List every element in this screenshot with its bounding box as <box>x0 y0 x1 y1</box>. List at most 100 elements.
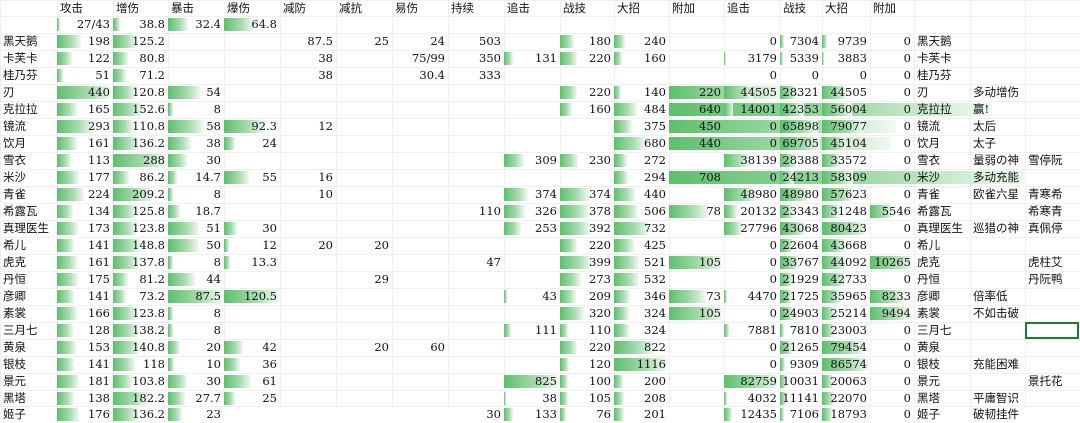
table-cell[interactable]: 136.2 <box>113 406 168 423</box>
table-cell[interactable]: 209.2 <box>113 186 168 203</box>
table-cell[interactable]: 景托花 <box>1025 373 1080 390</box>
table-cell[interactable]: 71.2 <box>113 67 168 84</box>
table-cell[interactable]: 42353 <box>780 101 822 118</box>
table-cell[interactable]: 黑天鹅 <box>914 33 970 50</box>
table-cell[interactable]: 0 <box>870 339 914 356</box>
table-cell[interactable]: 293 <box>57 118 113 135</box>
table-cell[interactable]: 0 <box>724 135 780 152</box>
table-cell[interactable]: 160 <box>560 101 614 118</box>
table-cell[interactable]: 0 <box>870 220 914 237</box>
table-cell[interactable]: 25 <box>336 33 392 50</box>
table-cell[interactable]: 47 <box>448 254 504 271</box>
table-cell[interactable]: 152.6 <box>113 101 168 118</box>
table-cell[interactable]: 0 <box>870 118 914 135</box>
header-cell[interactable]: 攻击 <box>57 0 113 17</box>
row-name-cell[interactable]: 黑天鹅 <box>0 33 57 50</box>
table-cell[interactable]: 73.2 <box>113 288 168 305</box>
table-cell[interactable]: 220 <box>560 237 614 254</box>
table-cell[interactable]: 12435 <box>724 406 780 423</box>
table-cell[interactable]: 0 <box>724 305 780 322</box>
table-cell[interactable]: 220 <box>560 339 614 356</box>
table-cell[interactable]: 133 <box>504 406 560 423</box>
table-cell[interactable]: 11141 <box>780 390 822 407</box>
header-cell[interactable]: 附加 <box>870 0 914 17</box>
table-cell[interactable]: 0 <box>870 101 914 118</box>
table-cell[interactable]: 44505 <box>822 84 870 101</box>
table-cell[interactable]: 680 <box>614 135 669 152</box>
row-name-cell[interactable]: 克拉拉 <box>0 101 57 118</box>
table-cell[interactable]: 45104 <box>822 135 870 152</box>
row-name-cell[interactable]: 黑塔 <box>0 390 57 407</box>
table-cell[interactable]: 825 <box>504 373 560 390</box>
table-cell[interactable]: 赢! <box>970 101 1025 118</box>
table-cell[interactable]: 182.2 <box>113 390 168 407</box>
table-cell[interactable]: 82759 <box>724 373 780 390</box>
table-cell[interactable]: 30.4 <box>392 67 448 84</box>
table-cell[interactable]: 148.8 <box>113 237 168 254</box>
table-cell[interactable]: 0 <box>870 169 914 186</box>
table-cell[interactable]: 180 <box>560 33 614 50</box>
table-cell[interactable]: 1116 <box>614 356 669 373</box>
table-cell[interactable]: 78 <box>669 203 724 220</box>
header-cell[interactable]: 减抗 <box>336 0 392 17</box>
table-cell[interactable]: 黄泉 <box>914 339 970 356</box>
table-cell[interactable]: 0 <box>870 271 914 288</box>
table-cell[interactable]: 138 <box>57 390 113 407</box>
table-cell[interactable]: 141 <box>57 356 113 373</box>
table-cell[interactable]: 57623 <box>822 186 870 203</box>
table-cell[interactable]: 532 <box>614 271 669 288</box>
table-cell[interactable]: 破韧挂件 <box>970 406 1025 423</box>
table-cell[interactable]: 110 <box>448 203 504 220</box>
table-cell[interactable]: 374 <box>504 186 560 203</box>
table-cell[interactable]: 充能困难 <box>970 356 1025 373</box>
table-cell[interactable]: 640 <box>669 101 992 118</box>
table-cell[interactable]: 22070 <box>822 390 870 407</box>
table-cell[interactable]: 56004 <box>822 101 870 118</box>
table-cell[interactable]: 113 <box>57 152 113 169</box>
table-cell[interactable]: 81.2 <box>113 271 168 288</box>
table-cell[interactable]: 240 <box>614 33 669 50</box>
table-cell[interactable]: 392 <box>560 220 614 237</box>
table-cell[interactable]: 景元 <box>914 373 970 390</box>
table-cell[interactable]: 雪衣 <box>914 152 970 169</box>
header-cell[interactable]: 大招 <box>822 0 870 17</box>
table-cell[interactable]: 80423 <box>822 220 870 237</box>
row-name-cell[interactable]: 景元 <box>0 373 57 390</box>
table-cell[interactable]: 23 <box>168 406 224 423</box>
table-cell[interactable]: 7304 <box>780 33 822 50</box>
table-cell[interactable]: 黑塔 <box>914 390 970 407</box>
table-cell[interactable]: 65898 <box>780 118 822 135</box>
row-name-cell[interactable]: 卡芙卡 <box>0 50 57 67</box>
table-cell[interactable]: 8 <box>168 186 224 203</box>
table-cell[interactable]: 12 <box>280 118 336 135</box>
table-cell[interactable]: 8 <box>168 305 224 322</box>
table-cell[interactable]: 324 <box>614 322 669 339</box>
table-cell[interactable]: 8 <box>168 101 224 118</box>
table-cell[interactable]: 20 <box>168 339 224 356</box>
table-cell[interactable]: 54 <box>168 84 224 101</box>
table-cell[interactable]: 60 <box>392 339 448 356</box>
table-cell[interactable]: 22604 <box>780 237 822 254</box>
row-name-cell[interactable]: 希露瓦 <box>0 203 57 220</box>
table-cell[interactable]: 103.8 <box>113 373 168 390</box>
table-cell[interactable]: 丹阮鸭 <box>1025 271 1080 288</box>
table-cell[interactable]: 503 <box>448 33 504 50</box>
table-cell[interactable]: 378 <box>560 203 614 220</box>
table-cell[interactable]: 131 <box>504 50 560 67</box>
table-cell[interactable]: 9739 <box>822 33 870 50</box>
table-cell[interactable]: 25 <box>224 390 280 407</box>
table-cell[interactable]: 希露瓦 <box>914 203 970 220</box>
table-cell[interactable]: 79077 <box>822 118 870 135</box>
table-cell[interactable]: 110 <box>560 322 614 339</box>
table-cell[interactable]: 44092 <box>822 254 870 271</box>
table-cell[interactable]: 75/99 <box>392 50 448 67</box>
table-cell[interactable]: 4032 <box>724 390 780 407</box>
row-name-cell[interactable]: 素裳 <box>0 305 57 322</box>
table-cell[interactable]: 120 <box>560 356 614 373</box>
table-cell[interactable]: 125.2 <box>113 33 168 50</box>
table-cell[interactable]: 100 <box>560 373 614 390</box>
table-cell[interactable]: 雪停阮 <box>1025 152 1080 169</box>
table-cell[interactable]: 0 <box>870 237 914 254</box>
table-cell[interactable]: 55 <box>224 169 280 186</box>
table-cell[interactable]: 350 <box>448 50 504 67</box>
